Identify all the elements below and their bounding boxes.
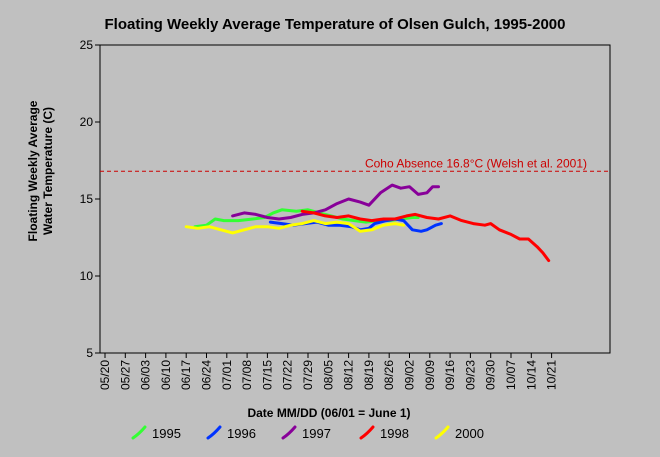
x-tick-label: 07/15 — [260, 360, 274, 390]
x-tick-label: 10/07 — [504, 360, 518, 390]
y-axis-label-line-2: Water Temperature (C) — [41, 107, 55, 235]
legend-label-2000: 2000 — [455, 426, 484, 441]
legend-swatch-1998 — [359, 425, 375, 440]
x-tick-label: 08/12 — [342, 360, 356, 390]
x-axis-label: Date MM/DD (06/01 = June 1) — [247, 406, 410, 420]
x-tick-label: 10/21 — [545, 360, 559, 390]
x-tick-label: 07/22 — [281, 360, 295, 390]
legend-swatch-2000 — [434, 425, 450, 440]
legend-swatch-1995 — [131, 425, 147, 440]
x-tick-label: 09/09 — [423, 360, 437, 390]
legend-label-1995: 1995 — [152, 426, 181, 441]
y-tick-label: 15 — [80, 192, 94, 206]
y-axis-ticks: 5 10 15 20 25 — [80, 38, 100, 360]
x-tick-label: 09/30 — [484, 360, 498, 390]
legend-label-1996: 1996 — [227, 426, 256, 441]
y-axis-label: Floating Weekly Average Water Temperatur… — [26, 100, 55, 241]
y-tick-label: 25 — [80, 38, 94, 52]
x-axis-ticks: 05/20 05/27 06/03 06/10 06/17 06/24 07/01 07/08… — [98, 353, 559, 390]
series-line-1998 — [300, 209, 551, 263]
legend-label-1997: 1997 — [302, 426, 331, 441]
x-tick-label: 05/27 — [118, 360, 132, 390]
x-tick-label: 08/19 — [362, 360, 376, 390]
x-tick-label: 08/05 — [321, 360, 335, 390]
x-tick-label: 06/24 — [200, 360, 214, 390]
x-tick-label: 10/14 — [524, 360, 538, 390]
x-tick-label: 06/17 — [179, 360, 193, 390]
x-tick-label: 09/02 — [403, 360, 417, 390]
series-lines — [184, 183, 551, 263]
y-tick-label: 10 — [80, 269, 94, 283]
x-tick-label: 07/29 — [301, 360, 315, 390]
x-tick-label: 09/16 — [443, 360, 457, 390]
series-line-1997 — [231, 183, 440, 221]
x-tick-label: 05/20 — [98, 360, 112, 390]
legend: 1995 1996 1997 1998 2000 — [131, 425, 484, 441]
x-tick-label: 06/03 — [139, 360, 153, 390]
legend-swatch-1996 — [206, 425, 222, 440]
legend-swatch-1997 — [281, 425, 297, 440]
x-tick-label: 07/01 — [220, 360, 234, 390]
x-tick-label: 07/08 — [240, 360, 254, 390]
y-tick-label: 5 — [86, 346, 93, 360]
y-tick-label: 20 — [80, 115, 94, 129]
coho-absence-label: Coho Absence 16.8°C (Welsh et al. 2001) — [365, 156, 587, 170]
x-tick-label: 06/10 — [159, 360, 173, 390]
x-tick-label: 08/26 — [382, 360, 396, 390]
legend-label-1998: 1998 — [380, 426, 409, 441]
reference-line: Coho Absence 16.8°C (Welsh et al. 2001) — [100, 156, 610, 172]
x-tick-label: 09/23 — [463, 360, 477, 390]
chart-title: Floating Weekly Average Temperature of O… — [104, 16, 565, 33]
y-axis-label-line-1: Floating Weekly Average — [26, 100, 40, 241]
plot-area — [99, 44, 611, 354]
series-line-2000 — [184, 219, 406, 235]
